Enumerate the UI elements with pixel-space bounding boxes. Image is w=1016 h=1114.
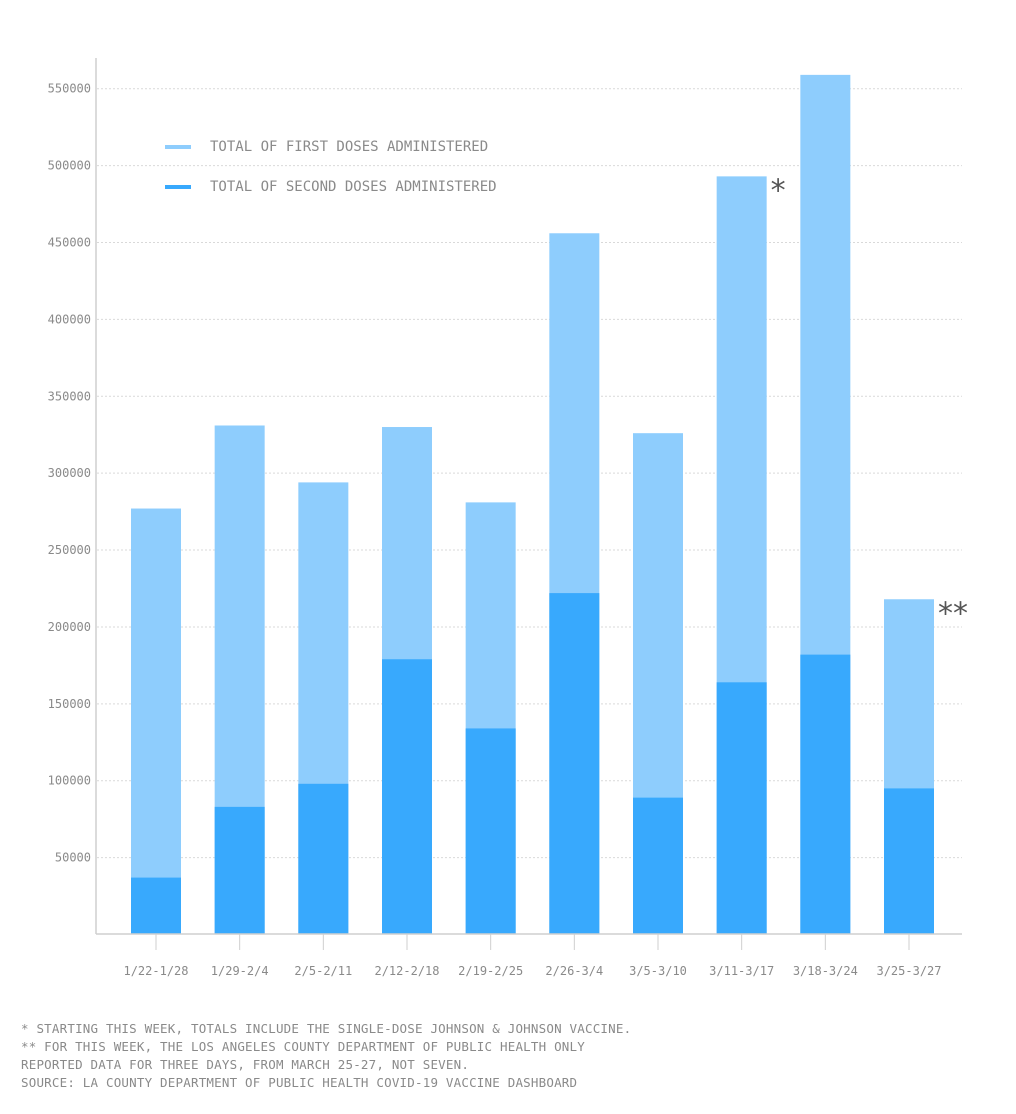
- bar-second-dose: [800, 654, 851, 934]
- y-tick-label: 150000: [48, 697, 91, 711]
- bar-second-dose: [633, 797, 683, 934]
- bar-second-dose: [716, 682, 767, 934]
- x-tick-label: 2/19-2/25: [458, 964, 523, 978]
- x-tick-label: 2/5-2/11: [294, 964, 352, 978]
- bar-first-dose: [131, 508, 181, 934]
- source-note: SOURCE: LA COUNTY DEPARTMENT OF PUBLIC H…: [21, 1075, 578, 1090]
- x-tick-label: 2/12-2/18: [374, 964, 439, 978]
- bar-second-dose: [549, 593, 600, 934]
- y-tick-label: 50000: [55, 851, 91, 865]
- bar-second-dose: [298, 783, 349, 934]
- annotations: ***: [771, 173, 968, 631]
- bar-second-dose: [214, 806, 265, 934]
- annotation-marker: *: [771, 173, 786, 208]
- vaccine-doses-chart: 50000 100000 150000 200000 250000 300000 35000…: [48, 58, 968, 978]
- footnote-johnson: * STARTING THIS WEEK, TOTALS INCLUDE THE…: [21, 1021, 632, 1036]
- bar-second-dose: [382, 659, 432, 934]
- x-tick-label: 3/11-3/17: [709, 964, 774, 978]
- bar-second-dose: [465, 728, 516, 934]
- footnote-three-days: ** FOR THIS WEEK, THE LOS ANGELES COUNTY…: [21, 1039, 585, 1054]
- y-tick-label: 250000: [48, 543, 91, 557]
- x-tick-label: 3/5-3/10: [629, 964, 687, 978]
- legend-swatch: [165, 145, 191, 149]
- x-tick-label: 1/22-1/28: [123, 964, 188, 978]
- y-tick-label: 200000: [48, 620, 91, 634]
- bar-second-dose: [131, 877, 181, 934]
- axes: [95, 58, 962, 950]
- legend-label: TOTAL OF SECOND DOSES ADMINISTERED: [210, 179, 497, 195]
- y-tick-label: 100000: [48, 774, 91, 788]
- y-tick-label: 550000: [48, 82, 91, 96]
- x-tick-label: 3/25-3/27: [876, 964, 941, 978]
- footnotes: * STARTING THIS WEEK, TOTALS INCLUDE THE…: [21, 1020, 631, 1092]
- annotation-marker: **: [938, 596, 968, 631]
- legend: TOTAL OF FIRST DOSES ADMINISTERED TOTAL O…: [165, 139, 497, 195]
- x-axis-ticks: 1/22-1/28 1/29-2/4 2/5-2/11 2/12-2/18 2/19-2…: [123, 964, 941, 978]
- y-tick-label: 500000: [48, 159, 91, 173]
- y-tick-label: 400000: [48, 312, 91, 326]
- x-tick-label: 2/26-3/4: [545, 964, 603, 978]
- footnote-three-days-continued: REPORTED DATA FOR THREE DAYS, FROM MARCH…: [21, 1057, 470, 1072]
- legend-swatch: [165, 185, 191, 189]
- legend-label: TOTAL OF FIRST DOSES ADMINISTERED: [210, 139, 488, 155]
- bar-second-dose: [884, 788, 934, 934]
- y-axis-ticks: 50000 100000 150000 200000 250000 300000 35000…: [48, 82, 91, 865]
- y-tick-label: 450000: [48, 235, 91, 249]
- y-tick-label: 300000: [48, 466, 91, 480]
- y-tick-label: 350000: [48, 389, 91, 403]
- bars: [131, 74, 934, 935]
- x-tick-label: 1/29-2/4: [211, 964, 269, 978]
- x-tick-label: 3/18-3/24: [793, 964, 858, 978]
